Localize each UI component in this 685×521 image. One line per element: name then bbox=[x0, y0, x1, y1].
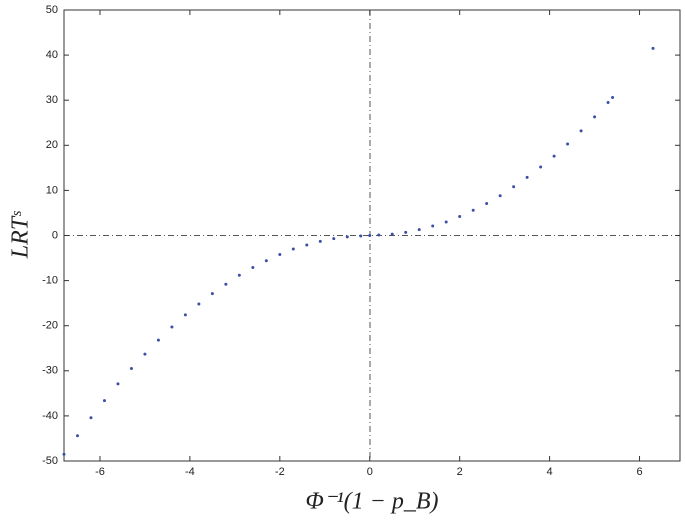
point bbox=[651, 46, 655, 50]
point bbox=[579, 129, 583, 133]
y-tick-label: -30 bbox=[42, 365, 58, 377]
point bbox=[210, 292, 214, 296]
point bbox=[224, 282, 228, 286]
point bbox=[485, 201, 489, 205]
point bbox=[129, 367, 133, 371]
x-tick-label: -4 bbox=[185, 466, 195, 478]
point bbox=[62, 452, 66, 456]
point bbox=[197, 302, 201, 306]
point bbox=[552, 154, 556, 158]
point bbox=[539, 165, 543, 169]
point bbox=[593, 115, 597, 119]
point bbox=[368, 234, 372, 237]
y-tick-label: 10 bbox=[46, 184, 58, 196]
point bbox=[183, 313, 187, 317]
point bbox=[512, 185, 516, 189]
x-tick-label: 2 bbox=[457, 466, 463, 478]
y-tick-label: -50 bbox=[42, 455, 58, 467]
y-tick-label: -10 bbox=[42, 275, 58, 287]
point bbox=[291, 247, 295, 251]
y-tick-label: -40 bbox=[42, 410, 58, 422]
y-tick-label: 50 bbox=[46, 4, 58, 16]
x-tick-label: 0 bbox=[367, 466, 373, 478]
x-axis-title: Φ⁻¹(1 − p_B) bbox=[306, 489, 439, 515]
point bbox=[471, 208, 475, 212]
point bbox=[102, 399, 106, 403]
y-tick-label: 40 bbox=[46, 49, 58, 61]
point bbox=[417, 228, 421, 232]
point bbox=[404, 230, 408, 234]
point bbox=[345, 235, 349, 239]
point bbox=[89, 416, 93, 420]
point bbox=[332, 237, 336, 241]
point bbox=[611, 95, 615, 99]
point bbox=[116, 382, 120, 386]
x-tick-label: -2 bbox=[275, 466, 285, 478]
point bbox=[458, 215, 462, 219]
y-tick-label: -20 bbox=[42, 320, 58, 332]
x-tick-label: 6 bbox=[636, 466, 642, 478]
point bbox=[143, 352, 147, 356]
point bbox=[251, 266, 255, 270]
point bbox=[566, 142, 570, 146]
y-tick-label: 0 bbox=[52, 229, 58, 241]
point bbox=[390, 232, 394, 236]
point bbox=[75, 434, 79, 438]
y-axis-title: LRTˢ bbox=[8, 211, 34, 259]
point bbox=[525, 175, 529, 179]
point bbox=[156, 338, 160, 342]
point bbox=[305, 243, 309, 247]
point bbox=[237, 273, 241, 277]
point bbox=[318, 239, 322, 243]
point bbox=[444, 220, 448, 224]
point bbox=[278, 252, 282, 256]
point bbox=[264, 259, 268, 263]
point bbox=[431, 224, 435, 228]
x-tick-label: -6 bbox=[95, 466, 105, 478]
point bbox=[498, 194, 502, 198]
point bbox=[170, 325, 174, 329]
x-tick-label: 4 bbox=[547, 466, 553, 478]
y-tick-label: 30 bbox=[46, 94, 58, 106]
point bbox=[606, 100, 610, 104]
point bbox=[377, 233, 381, 237]
y-tick-label: 20 bbox=[46, 139, 58, 151]
point bbox=[359, 234, 363, 238]
